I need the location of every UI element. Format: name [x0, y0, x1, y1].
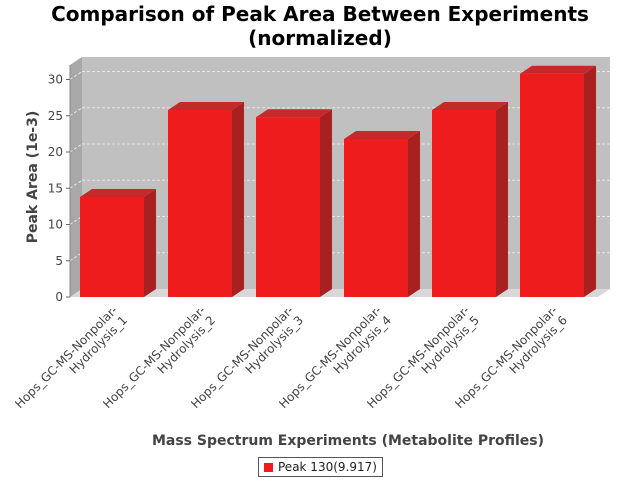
bar-front [432, 109, 496, 297]
bar-side [584, 65, 596, 297]
bar-side [144, 188, 156, 297]
legend-swatch [264, 462, 273, 472]
x-axis-label: Mass Spectrum Experiments (Metabolite Pr… [152, 433, 544, 449]
y-tick-label: 0 [55, 290, 63, 304]
gridline-wall [69, 143, 83, 153]
chart-title-line-2: (normalized) [248, 26, 392, 50]
bar [432, 101, 508, 297]
y-tick-label: 5 [55, 254, 63, 268]
bar-top [520, 65, 596, 74]
y-tick-label: 20 [48, 145, 63, 159]
bar-front [344, 138, 408, 297]
chart-title-line-1: Comparison of Peak Area Between Experime… [51, 2, 589, 26]
gridline-wall [69, 107, 83, 117]
gridline-wall [69, 179, 83, 189]
bar-side [232, 101, 244, 297]
bar-side [320, 109, 332, 297]
bar-chart: 0 5 10 15 20 25 30 Hops_GC-MS-Nonpolar-Hydroly… [12, 57, 610, 449]
bar-front [256, 117, 320, 297]
legend-label: Peak 130(9.917) [278, 460, 377, 474]
bar-top [344, 130, 420, 139]
bar-top [168, 101, 244, 110]
bar [80, 188, 156, 297]
bar-top [80, 188, 156, 197]
bar [344, 130, 420, 297]
x-axis: Hops_GC-MS-Nonpolar-Hydrolysis_1Hops_GC-… [12, 303, 570, 411]
bar [520, 65, 596, 297]
bar-front [520, 73, 584, 297]
legend: Peak 130(9.917) [258, 457, 383, 477]
y-axis: 0 5 10 15 20 25 30 [48, 65, 71, 304]
bar-side [408, 130, 420, 297]
y-tick-label: 30 [48, 73, 63, 87]
bar [168, 101, 244, 297]
bar-top [432, 101, 508, 110]
bars [80, 65, 596, 297]
gridline-wall [69, 71, 83, 80]
y-axis-label: Peak Area (1e-3) [25, 111, 41, 244]
bar-front [168, 109, 232, 297]
y-tick-label: 15 [48, 181, 63, 195]
plot-side-wall [70, 57, 82, 297]
bar-side [496, 101, 508, 297]
bar-front [80, 196, 144, 297]
chart-title: Comparison of Peak Area Between Experime… [0, 2, 640, 50]
bar [256, 109, 332, 297]
y-tick-label: 10 [48, 218, 63, 232]
y-tick-label: 25 [48, 109, 63, 123]
bar-top [256, 109, 332, 118]
